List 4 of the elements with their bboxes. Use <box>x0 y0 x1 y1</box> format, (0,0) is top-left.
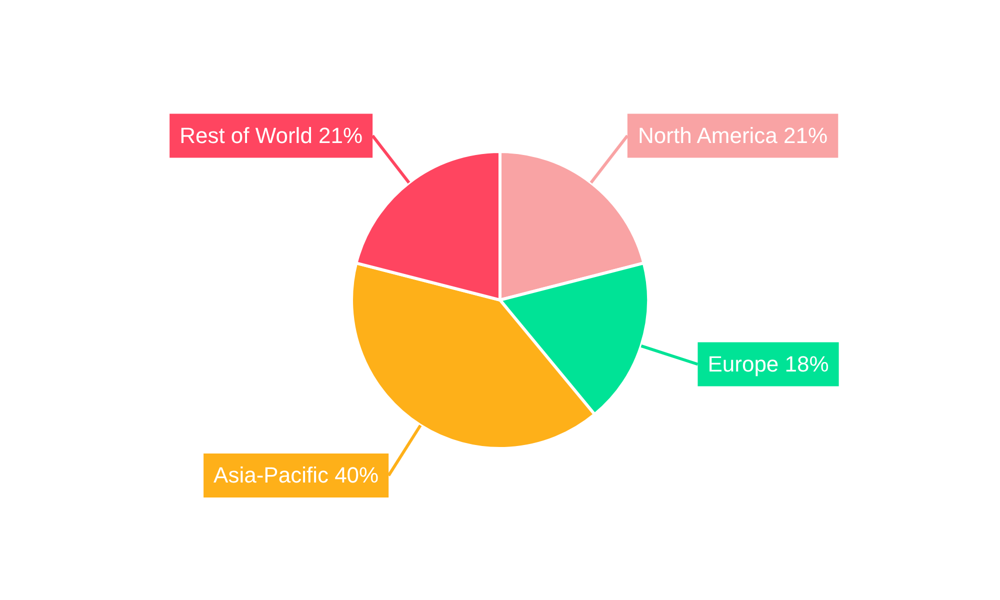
slice-label: Europe 18% <box>708 351 829 376</box>
slice-label: Rest of World 21% <box>180 122 363 148</box>
slice-label: North America 21% <box>638 122 828 148</box>
slice-label: Asia-Pacific 40% <box>214 462 379 488</box>
